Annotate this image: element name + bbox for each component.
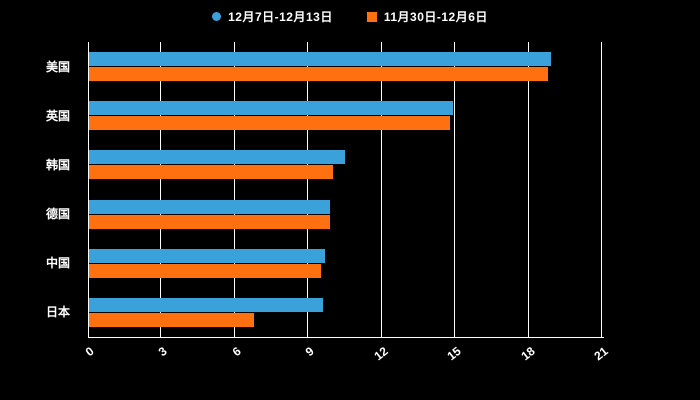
legend: 12月7日-12月13日 11月30日-12月6日 [0, 8, 700, 25]
legend-item-week2[interactable]: 12月7日-12月13日 [212, 8, 333, 25]
legend-item-week1[interactable]: 11月30日-12月6日 [366, 8, 488, 25]
y-axis-label: 韩国 [45, 157, 70, 172]
x-axis-label: 18 [518, 344, 538, 364]
bar[interactable] [88, 165, 333, 180]
x-axis-label: 15 [444, 344, 464, 364]
gridline [380, 42, 382, 337]
legend-circle-marker-icon [212, 12, 222, 21]
bar[interactable] [88, 214, 331, 229]
gridline [307, 42, 309, 337]
x-axis-label: 6 [229, 344, 244, 360]
legend-label-week2: 12月7日-12月13日 [228, 10, 333, 24]
x-axis-label: 21 [591, 344, 611, 364]
bar-group [88, 190, 602, 239]
x-axis-label: 12 [371, 344, 391, 364]
y-axis-label: 德国 [45, 207, 70, 222]
bar[interactable] [88, 67, 549, 82]
bar-group [88, 42, 602, 91]
y-axis-label: 英国 [45, 108, 70, 123]
bar-group [88, 140, 602, 189]
y-axis-line [88, 42, 89, 337]
bar-group [88, 91, 602, 140]
y-axis-label: 日本 [45, 305, 70, 320]
legend-label-week1: 11月30日-12月6日 [383, 10, 488, 24]
x-axis-line [88, 337, 604, 338]
bar[interactable] [88, 248, 326, 263]
bar[interactable] [88, 199, 331, 214]
y-axis-label: 美国 [45, 59, 70, 74]
bar[interactable] [88, 150, 345, 165]
gridline [601, 42, 602, 337]
bar-group [88, 288, 602, 337]
plot-area [88, 42, 604, 338]
bar[interactable] [88, 101, 453, 116]
gridline [160, 42, 162, 337]
bar-rows [88, 42, 602, 337]
bar[interactable] [88, 312, 255, 327]
bar[interactable] [88, 263, 321, 278]
x-axis-label: 3 [156, 344, 171, 360]
bar[interactable] [88, 297, 323, 312]
y-axis-label: 中国 [45, 256, 70, 271]
gridline [527, 42, 529, 337]
gridline [233, 42, 235, 337]
x-axis-label: 0 [82, 344, 97, 360]
bar-group [88, 239, 602, 288]
bar[interactable] [88, 52, 551, 67]
legend-square-marker-icon [366, 11, 377, 22]
x-axis-label: 9 [303, 344, 317, 360]
bar[interactable] [88, 116, 451, 131]
gridline [454, 42, 456, 337]
